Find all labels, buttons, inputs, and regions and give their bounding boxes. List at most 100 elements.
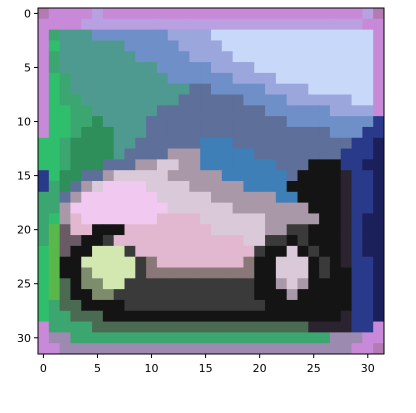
pixel xyxy=(373,18,385,31)
pixel xyxy=(373,256,385,268)
pixel xyxy=(340,310,352,322)
pixel xyxy=(362,256,374,268)
pixel xyxy=(59,321,71,333)
pixel xyxy=(243,148,255,160)
pixel xyxy=(329,62,342,74)
pixel xyxy=(362,235,374,247)
pixel xyxy=(275,213,288,225)
pixel xyxy=(351,181,363,193)
pixel xyxy=(275,321,288,333)
pixel xyxy=(329,126,342,139)
pixel xyxy=(59,299,71,312)
pixel xyxy=(135,332,147,344)
pixel xyxy=(189,116,201,128)
pixel xyxy=(124,321,136,333)
pixel xyxy=(286,62,298,74)
pixel xyxy=(211,137,223,149)
pixel xyxy=(211,40,223,52)
pixel xyxy=(200,213,212,225)
pixel xyxy=(243,159,255,171)
pixel xyxy=(167,310,179,322)
pixel xyxy=(167,51,179,63)
pixel xyxy=(232,332,244,344)
pixel xyxy=(38,40,50,52)
pixel xyxy=(156,8,169,20)
pixel xyxy=(70,289,82,301)
pixel xyxy=(308,299,320,312)
pixel xyxy=(211,72,223,85)
pixel xyxy=(275,40,288,52)
pixel xyxy=(275,256,288,268)
pixel xyxy=(221,29,234,41)
pixel xyxy=(113,83,125,95)
pixel xyxy=(340,51,352,63)
pixel xyxy=(254,332,266,344)
pixel xyxy=(308,256,320,268)
pixel xyxy=(135,310,147,322)
pixel xyxy=(329,213,342,225)
pixel xyxy=(146,343,158,355)
pixel xyxy=(113,202,125,214)
pixel xyxy=(243,310,255,322)
pixel xyxy=(340,94,352,106)
pixel xyxy=(92,51,104,63)
pixel xyxy=(156,343,169,355)
pixel xyxy=(286,267,298,279)
pixel xyxy=(135,159,147,171)
pixel xyxy=(340,137,352,149)
pixel xyxy=(362,278,374,290)
pixel xyxy=(265,62,277,74)
pixel xyxy=(211,256,223,268)
pixel xyxy=(167,40,179,52)
pixel xyxy=(189,202,201,214)
pixel xyxy=(135,321,147,333)
pixel xyxy=(329,40,342,52)
pixel xyxy=(102,116,115,128)
pixel xyxy=(38,18,50,31)
pixel xyxy=(254,213,266,225)
pixel xyxy=(113,62,125,74)
pixel xyxy=(146,321,158,333)
pixel xyxy=(362,40,374,52)
pixel xyxy=(351,267,363,279)
pixel xyxy=(124,159,136,171)
pixel xyxy=(200,332,212,344)
pixel xyxy=(340,267,352,279)
pixel xyxy=(221,105,234,117)
pixel xyxy=(178,62,190,74)
pixel xyxy=(373,202,385,214)
pixel xyxy=(70,72,82,85)
pixel xyxy=(351,332,363,344)
pixel xyxy=(48,191,61,204)
pixel xyxy=(308,29,320,41)
pixel xyxy=(135,343,147,355)
pixel xyxy=(232,343,244,355)
pixel xyxy=(124,278,136,290)
pixel xyxy=(156,267,169,279)
pixel xyxy=(286,299,298,312)
pixel xyxy=(48,332,61,344)
pixel xyxy=(135,94,147,106)
pixel xyxy=(48,256,61,268)
pixel xyxy=(211,191,223,204)
pixel xyxy=(211,224,223,236)
pixel xyxy=(351,235,363,247)
pixel xyxy=(308,137,320,149)
pixel xyxy=(81,310,93,322)
pixel xyxy=(189,235,201,247)
pixel xyxy=(254,278,266,290)
pixel xyxy=(92,202,104,214)
pixel xyxy=(308,170,320,182)
pixel xyxy=(308,8,320,20)
pixel xyxy=(146,245,158,258)
pixel xyxy=(59,235,71,247)
pixel xyxy=(329,72,342,85)
pixel xyxy=(351,8,363,20)
pixel xyxy=(351,191,363,204)
pixel xyxy=(146,235,158,247)
pixel xyxy=(308,18,320,31)
pixel xyxy=(92,62,104,74)
pixel xyxy=(211,245,223,258)
pixel xyxy=(178,256,190,268)
pixel xyxy=(340,224,352,236)
